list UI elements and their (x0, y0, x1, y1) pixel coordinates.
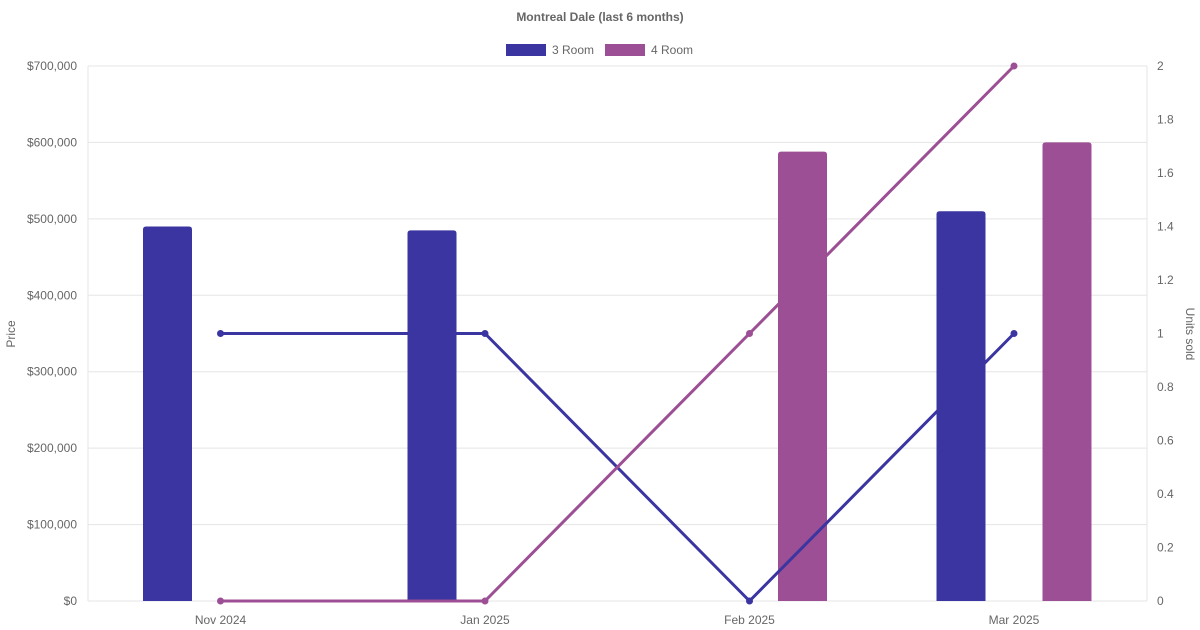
line-4-room (220, 64, 1016, 603)
x-tick-label: Mar 2025 (989, 613, 1040, 627)
left-axis: $0 $100,000 $200,000 $300,000 $400,000 $500,0… (27, 59, 77, 608)
left-tick-label: $300,000 (27, 365, 77, 379)
chart-title: Montreal Dale (last 6 months) (516, 10, 683, 24)
x-tick-label: Nov 2024 (195, 613, 247, 627)
x-tick-label: Jan 2025 (460, 613, 510, 627)
bar-3-room (143, 226, 192, 601)
left-tick-label: $200,000 (27, 441, 77, 455)
legend-swatch (605, 44, 645, 56)
right-tick-label: 1.4 (1157, 220, 1174, 234)
right-axis: 0 0.2 0.4 0.6 0.8 1 1.2 1.4 1.6 1.8 2 (1157, 59, 1174, 608)
point-3-room (746, 597, 753, 605)
x-axis: Nov 2024 Jan 2025 Feb 2025 Mar 2025 (195, 613, 1040, 627)
right-tick-label: 0.6 (1157, 434, 1174, 448)
right-axis-title: Units sold (1183, 308, 1197, 361)
right-tick-label: 0.8 (1157, 380, 1174, 394)
right-tick-label: 1 (1157, 327, 1164, 341)
points (217, 62, 1018, 605)
left-tick-label: $700,000 (27, 59, 77, 73)
right-tick-label: 1.2 (1157, 273, 1174, 287)
lines (220, 64, 1016, 603)
point-4-room (217, 597, 224, 605)
point-4-room (481, 597, 489, 605)
bar-3-room (407, 230, 457, 602)
bars (143, 142, 1092, 602)
legend-label: 3 Room (552, 43, 594, 57)
left-tick-label: $100,000 (27, 518, 77, 532)
legend-label: 4 Room (651, 43, 693, 57)
x-tick-label: Feb 2025 (724, 613, 775, 627)
legend-swatch (506, 44, 546, 56)
left-tick-label: $0 (64, 594, 78, 608)
right-tick-label: 0.4 (1157, 487, 1174, 501)
point-3-room (481, 330, 489, 337)
grid-lines (87, 65, 1148, 602)
bar-3-room (936, 211, 986, 601)
right-tick-label: 1.8 (1157, 113, 1174, 127)
right-tick-label: 0.2 (1157, 541, 1174, 555)
right-tick-label: 2 (1157, 59, 1164, 73)
point-4-room (746, 330, 753, 337)
left-tick-label: $500,000 (27, 212, 77, 226)
left-tick-label: $400,000 (27, 288, 77, 302)
point-3-room (217, 330, 224, 337)
left-tick-label: $600,000 (27, 135, 77, 149)
bar-4-room (778, 151, 827, 601)
point-3-room (1010, 330, 1018, 337)
left-axis-title: Price (4, 320, 18, 348)
right-tick-label: 1.6 (1157, 166, 1174, 180)
right-tick-label: 0 (1157, 594, 1164, 608)
legend: 3 Room 4 Room (506, 43, 693, 57)
bar-4-room (1042, 142, 1092, 601)
point-4-room (1010, 62, 1018, 70)
